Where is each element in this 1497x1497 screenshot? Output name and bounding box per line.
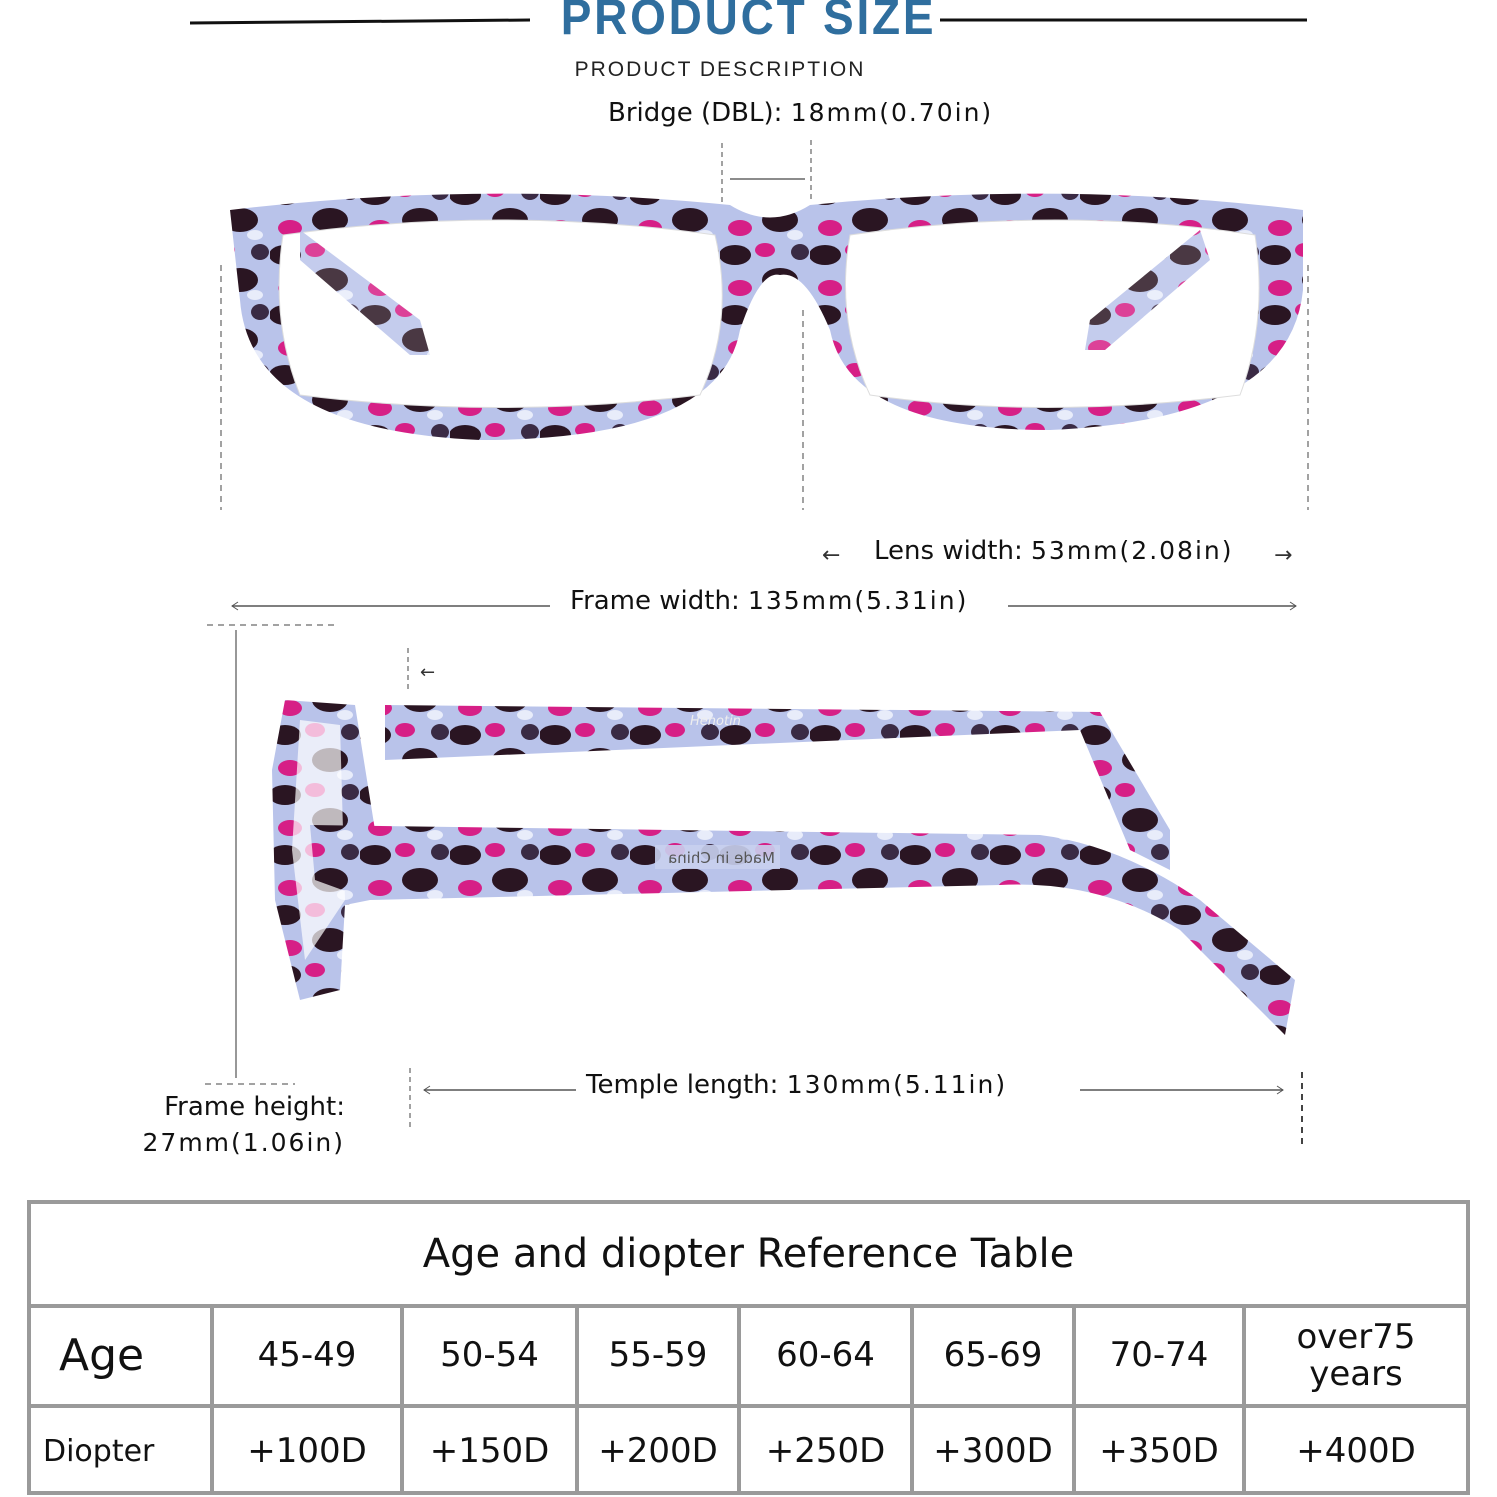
table-cell: +300D [933,1430,1053,1471]
table-cell: over75 years [1296,1316,1416,1394]
table-cell: +350D [1099,1430,1219,1471]
table-column-divider [400,1304,404,1495]
table-divider [31,1304,1466,1308]
temple-length-label: Temple length: [586,1070,779,1100]
frame-width-label: Frame width: [570,586,740,616]
frame-height-dimension: Frame height: 27mm(1.06in) [140,1089,345,1161]
brand-mark: Henotin [690,714,741,729]
temple-inscription: Made in China [668,849,775,867]
table-cell: +400D [1296,1430,1416,1471]
table-column-divider [210,1304,214,1495]
arrow-right-icon: → [1274,543,1292,568]
bridge-value: 18mm(0.70in) [790,98,994,127]
frame-height-value: 27mm(1.06in) [142,1128,345,1157]
table-cell: 55-59 [608,1335,708,1376]
lens-width-dimension: Lens width: 53mm(2.08in) [874,536,1234,566]
row-header: Age [59,1329,145,1381]
table-divider [31,1404,1466,1408]
header-line-left [189,18,531,25]
table-title: Age and diopter Reference Table [422,1231,1075,1277]
bridge-label: Bridge (DBL): [608,98,783,128]
table-cell: 45-49 [257,1335,357,1376]
table-cell: 50-54 [440,1335,539,1376]
bridge-dimension: Bridge (DBL): 18mm(0.70in) [608,98,993,128]
glasses-side: Henotin Made in China [272,700,1295,1035]
age-diopter-table: Age and diopter Reference Table Age 45-49… [27,1200,1470,1495]
arrow-left-icon: ← [822,543,840,568]
table-column-divider [575,1304,579,1495]
table-cell: +100D [247,1430,367,1471]
page-subtitle: PRODUCT DESCRIPTION [574,58,866,81]
arrow-left-icon: ← [420,662,435,683]
temple-length-dimension: Temple length: 130mm(5.11in) [586,1070,1007,1100]
glasses-front [230,193,1303,440]
table-column-divider [1242,1304,1246,1495]
lens-width-label: Lens width: [874,536,1023,566]
table-cell: 65-69 [943,1335,1043,1376]
frame-height-label: Frame height: [164,1092,345,1122]
frame-width-dimension: Frame width: 135mm(5.31in) [570,586,968,616]
table-cell: 60-64 [776,1335,875,1376]
table-cell: +150D [429,1430,550,1471]
table-column-divider [737,1304,741,1495]
table-cell: 70-74 [1109,1335,1209,1376]
temple-length-value: 130mm(5.11in) [786,1070,1008,1099]
table-column-divider [1072,1304,1076,1495]
row-header: Diopter [43,1434,155,1469]
table-column-divider [910,1304,914,1495]
page-title: PRODUCT SIZE [560,0,937,45]
table-cell: +250D [765,1430,886,1471]
lens-width-value: 53mm(2.08in) [1031,536,1234,565]
table-cell: +200D [598,1430,718,1471]
frame-width-value: 135mm(5.31in) [747,586,969,615]
glasses-diagram: ← → Henotin Made in China ← [189,18,1309,1145]
